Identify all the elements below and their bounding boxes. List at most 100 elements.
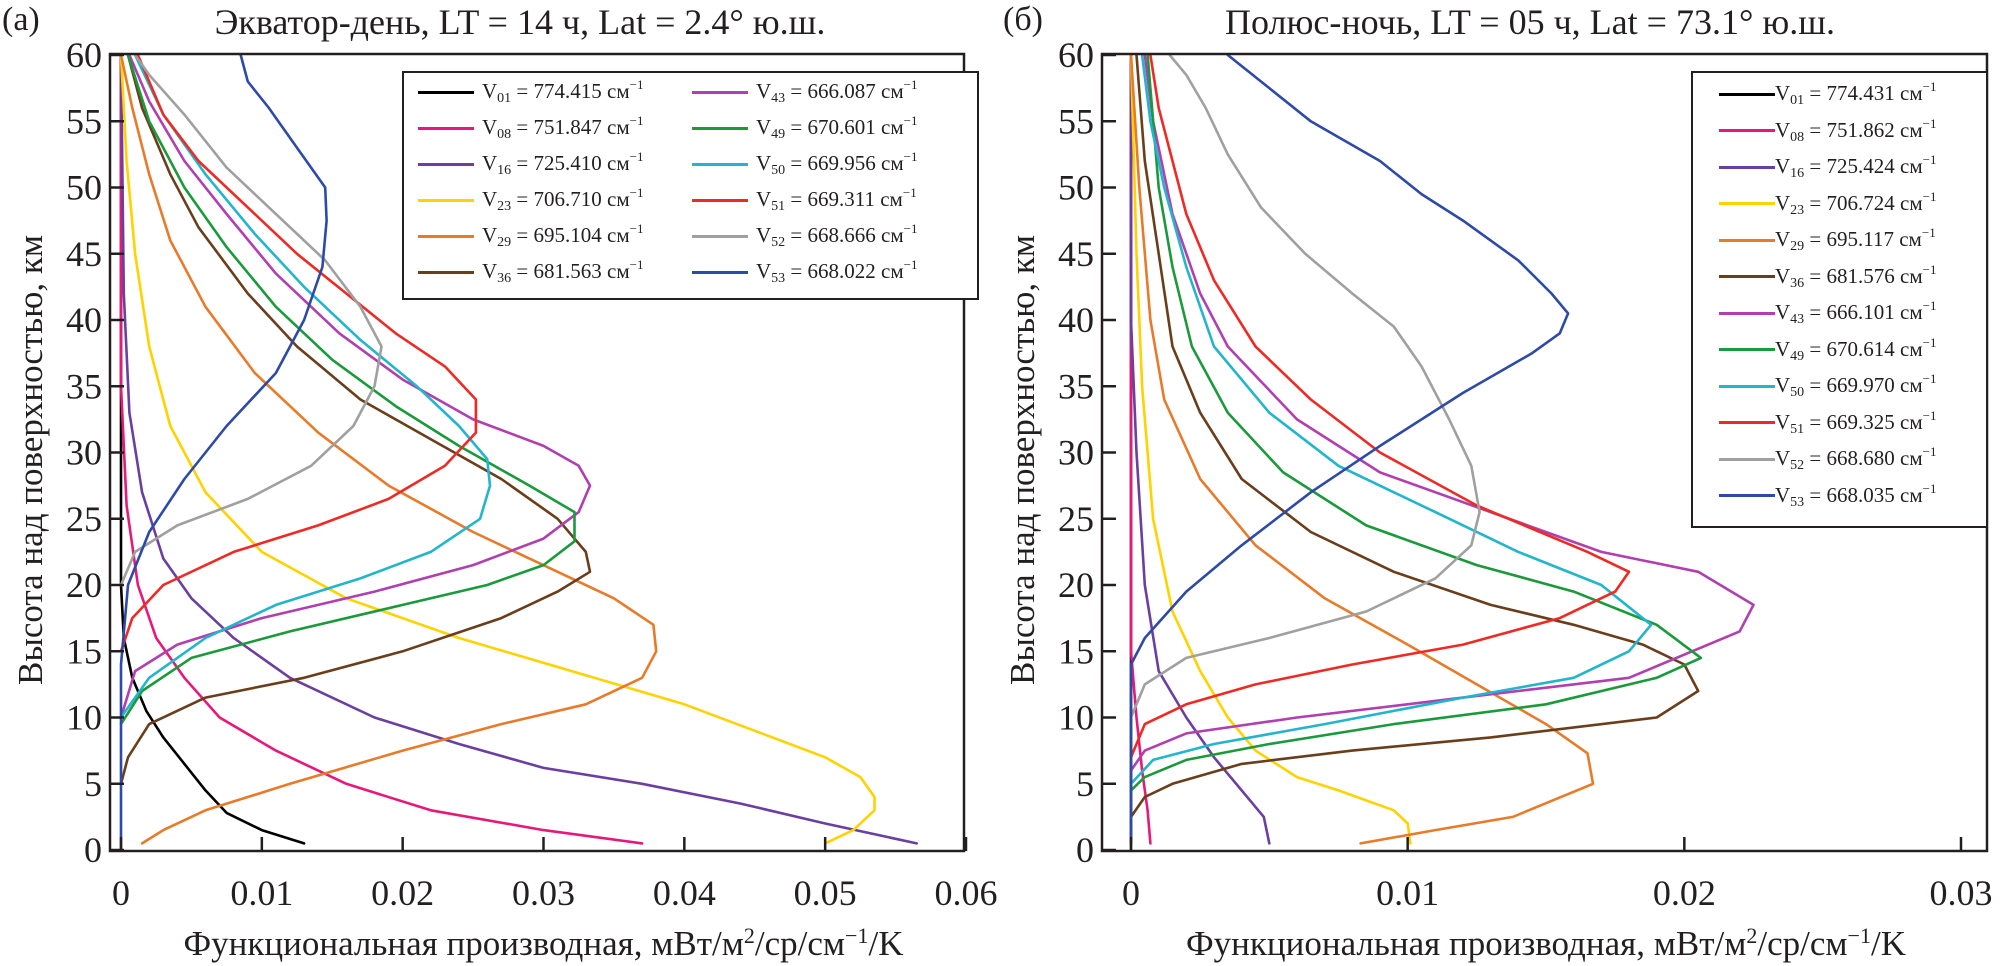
x-tick-label: 0.06 — [935, 873, 998, 913]
y-tick-label: 30 — [66, 433, 102, 473]
series-line-v29 — [1129, 54, 1595, 845]
legend-swatch — [692, 234, 748, 238]
y-tick-label: 10 — [1058, 698, 1094, 738]
series-line-v52 — [1129, 54, 1481, 719]
legend-item-v23: V23 = 706.724 см−1 — [1719, 189, 1936, 219]
legend-item-v52: V52 = 668.666 см−1 — [692, 221, 917, 251]
series-line-v36 — [119, 54, 592, 786]
legend-label: V01 = 774.415 см−1 — [482, 77, 644, 106]
legend-label: V43 = 666.101 см−1 — [1775, 298, 1937, 327]
series-group — [119, 54, 918, 851]
y-tick-label: 55 — [66, 101, 102, 141]
y-tick-label: 60 — [1058, 35, 1094, 75]
series-line-v51 — [119, 54, 478, 653]
series-line-v23 — [1129, 54, 1412, 845]
y-tick-label: 60 — [66, 35, 102, 75]
series-line-v43 — [119, 54, 592, 719]
y-tick-label: 45 — [66, 234, 102, 274]
series-line-v01 — [119, 54, 306, 845]
y-tick-label: 50 — [66, 168, 102, 208]
legend-item-v29: V29 = 695.117 см−1 — [1719, 225, 1936, 255]
legend-swatch — [1719, 457, 1775, 461]
chart-title: Полюс-ночь, LT = 05 ч, Lat = 73.1° ю.ш. — [1225, 2, 1835, 42]
y-axis-label: Высота над поверхностью, км — [11, 235, 50, 685]
y-tick-label: 35 — [1058, 366, 1094, 406]
y-tick-label: 40 — [66, 300, 102, 340]
legend-label: V51 = 669.325 см−1 — [1775, 407, 1937, 437]
legend-item-v01: V01 = 774.431 см−1 — [1719, 79, 1936, 109]
x-tick-label: 0.03 — [512, 873, 575, 913]
legend-label: V53 = 668.035 см−1 — [1775, 480, 1937, 510]
series-line-v49 — [1129, 54, 1703, 792]
legend-label: V36 = 681.576 см−1 — [1775, 261, 1937, 291]
series-line-v08 — [1129, 54, 1152, 845]
legend-swatch — [418, 162, 474, 166]
series-line-v53 — [119, 54, 328, 851]
legend-label: V29 = 695.117 см−1 — [1775, 225, 1936, 254]
panel-label: (а) — [2, 1, 40, 38]
x-tick-label: 0.02 — [371, 873, 434, 913]
legend-swatch — [1719, 129, 1775, 132]
legend-swatch — [418, 198, 474, 202]
legend-item-v29: V29 = 695.104 см−1 — [418, 221, 643, 251]
legend-swatch — [418, 126, 474, 130]
y-tick-label: 15 — [66, 631, 102, 671]
y-axis-label: Высота над поверхностью, км — [1003, 235, 1042, 685]
x-axis-label: Функциональная производная, мВт/м2/ср/см… — [1186, 923, 1906, 964]
legend-item-v50: V50 = 669.956 см−1 — [692, 149, 917, 179]
series-line-v23 — [119, 54, 876, 845]
panel-equator-day: (а) Экватор-день, LT = 14 ч, Lat = 2.4° ю… — [2, 1, 998, 963]
y-tick-label: 15 — [1058, 631, 1094, 671]
x-tick-label: 0.02 — [1653, 873, 1716, 913]
legend-label: V23 = 706.724 см−1 — [1775, 188, 1937, 218]
legend-item-v49: V49 = 670.614 см−1 — [1719, 335, 1936, 365]
chart-title: Экватор-день, LT = 14 ч, Lat = 2.4° ю.ш. — [215, 2, 826, 42]
legend-item-v16: V16 = 725.424 см−1 — [1719, 152, 1936, 182]
legend-swatch — [1719, 275, 1775, 278]
legend-label: V50 = 669.956 см−1 — [756, 149, 918, 178]
legend-swatch — [1719, 165, 1775, 169]
y-tick-label: 55 — [1058, 101, 1094, 141]
legend-label: V01 = 774.431 см−1 — [1775, 79, 1937, 108]
legend-swatch — [418, 234, 474, 238]
series-line-v52 — [119, 54, 383, 587]
series-line-v51 — [1129, 54, 1631, 759]
legend-label: V51 = 669.311 см−1 — [756, 185, 917, 214]
legend-label: V36 = 681.563 см−1 — [482, 257, 644, 286]
series-line-v49 — [119, 54, 576, 726]
series-line-v16 — [119, 54, 918, 845]
legend-swatch — [692, 90, 748, 94]
legend-item-v51: V51 = 669.325 см−1 — [1719, 408, 1936, 438]
y-tick-label: 5 — [84, 764, 102, 804]
legend-swatch — [1719, 494, 1775, 497]
legend-swatch — [1719, 92, 1775, 96]
x-tick-label: 0 — [1122, 873, 1140, 913]
x-tick-label: 0.04 — [653, 873, 716, 913]
x-tick-label: 0.03 — [1930, 873, 1993, 913]
legend-label: V52 = 668.666 см−1 — [756, 221, 918, 250]
y-tick-label: 20 — [66, 565, 102, 605]
legend-item-v36: V36 = 681.576 см−1 — [1719, 262, 1936, 292]
legend-item-v08: V08 = 751.847 см−1 — [418, 113, 643, 143]
y-tick-label: 30 — [1058, 433, 1094, 473]
legend-label: V52 = 668.680 см−1 — [1775, 444, 1937, 473]
legend-swatch — [1719, 311, 1775, 315]
legend-item-v01: V01 = 774.415 см−1 — [418, 77, 643, 107]
series-line-v29 — [119, 54, 658, 845]
series-line-v16 — [1129, 54, 1271, 845]
legend-swatch — [1719, 421, 1775, 424]
legend-swatch — [418, 90, 474, 94]
y-tick-label: 25 — [1058, 499, 1094, 539]
legend-swatch — [418, 270, 474, 274]
y-tick-label: 40 — [1058, 300, 1094, 340]
panel-pole-night: (б) Полюс-ночь, LT = 05 ч, Lat = 73.1° ю.… — [1003, 1, 1993, 963]
legend-item-v49: V49 = 670.601 см−1 — [692, 113, 917, 143]
legend-swatch — [1719, 384, 1775, 388]
legend-item-v53: V53 = 668.035 см−1 — [1719, 481, 1936, 511]
legend-label: V16 = 725.410 см−1 — [482, 149, 644, 178]
series-line-v50 — [119, 54, 492, 719]
y-tick-label: 20 — [1058, 565, 1094, 605]
legend-item-v23: V23 = 706.710 см−1 — [418, 185, 643, 215]
legend-item-v43: V43 = 666.101 см−1 — [1719, 298, 1936, 328]
